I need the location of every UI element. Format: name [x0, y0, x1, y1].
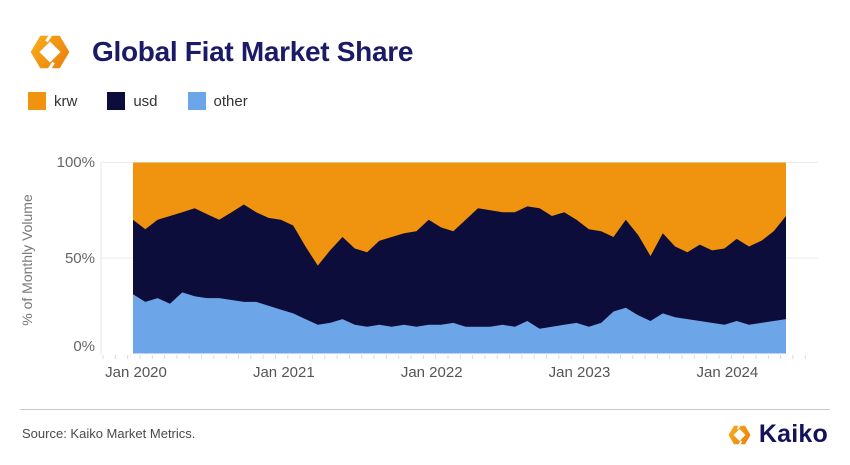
footer-divider	[20, 409, 830, 410]
header: Global Fiat Market Share	[28, 28, 413, 76]
chart-legend: krw usd other	[28, 92, 278, 110]
legend-swatch-other	[187, 92, 206, 110]
svg-text:Jan 2021: Jan 2021	[253, 364, 315, 381]
y-axis-title: % of Monthly Volume	[19, 194, 35, 326]
kaiko-brand: Kaiko	[727, 420, 828, 449]
legend-swatch-usd	[107, 92, 126, 110]
area-other	[133, 292, 786, 354]
source-note: Source: Kaiko Market Metrics.	[22, 426, 196, 441]
legend-label-krw: krw	[54, 92, 78, 110]
x-axis-ticks	[102, 355, 806, 359]
page-title: Global Fiat Market Share	[92, 36, 414, 67]
svg-text:Jan 2023: Jan 2023	[549, 364, 611, 381]
svg-text:Jan 2022: Jan 2022	[401, 364, 463, 381]
y-axis-labels: 0% 50% 100%	[57, 154, 95, 355]
legend-item-krw[interactable]: krw	[28, 92, 77, 110]
kaiko-logo-icon	[728, 422, 751, 447]
stacked-areas	[133, 162, 786, 354]
svg-text:50%: 50%	[65, 250, 95, 267]
svg-text:Jan 2024: Jan 2024	[697, 364, 759, 381]
legend-label-usd: usd	[133, 92, 158, 110]
kaiko-logo-icon	[30, 30, 70, 74]
legend-item-other[interactable]: other	[187, 92, 248, 110]
svg-text:0%: 0%	[73, 338, 95, 355]
x-axis-labels: Jan 2020 Jan 2021 Jan 2022 Jan 2023 Jan 2024	[105, 364, 758, 381]
legend-label-other: other	[213, 92, 248, 110]
svg-text:100%: 100%	[57, 154, 95, 171]
kaiko-wordmark: Kaiko	[758, 420, 828, 448]
legend-item-usd[interactable]: usd	[107, 92, 158, 110]
legend-swatch-krw	[28, 92, 46, 110]
svg-text:Jan 2020: Jan 2020	[105, 364, 167, 381]
stacked-area-chart: 0%50%100%Jan 2020 Jan 2021 Jan 2022 Jan 202…	[19, 154, 818, 381]
